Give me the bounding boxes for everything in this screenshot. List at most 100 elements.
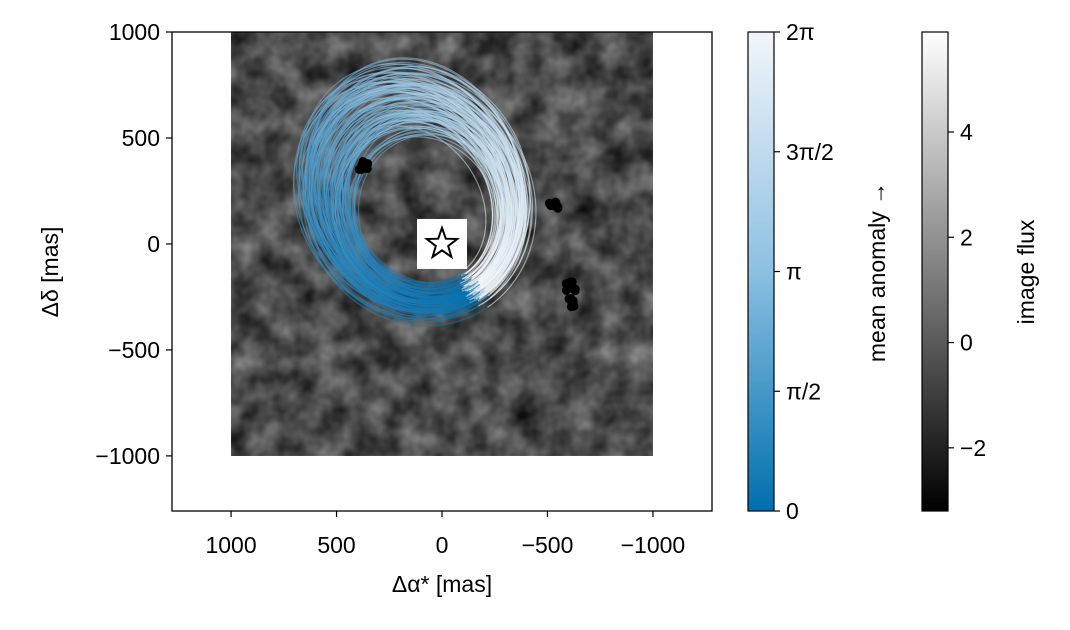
- orbit-segment: [296, 176, 299, 185]
- orbit-segment: [395, 292, 402, 296]
- orbit-segment: [487, 290, 495, 297]
- orbit-segment: [444, 312, 452, 315]
- orbit-segment: [302, 137, 307, 145]
- orbit-segment: [380, 97, 388, 101]
- orbit-segment: [376, 108, 384, 113]
- orbit-segment: [350, 193, 353, 200]
- orbit-segment: [483, 229, 486, 235]
- orbit-segment: [367, 81, 376, 85]
- orbit-segment: [336, 127, 342, 134]
- orbit-segment: [353, 173, 358, 179]
- orbit-segment: [299, 136, 304, 144]
- orbit-segment: [406, 312, 415, 315]
- orbit-segment: [475, 300, 483, 306]
- orbit-segment: [438, 317, 447, 320]
- orbit-segment: [498, 279, 504, 287]
- orbit-segment: [447, 279, 453, 282]
- orbit-segment: [342, 145, 347, 152]
- orbit-segment: [428, 89, 437, 94]
- orbit-segment: [297, 217, 301, 227]
- orbit-segment: [492, 201, 495, 208]
- orbit-segment: [440, 72, 449, 77]
- orbit-segment: [364, 67, 372, 72]
- orbit-segment: [369, 248, 375, 255]
- orbit-segment: [293, 165, 296, 174]
- orbit-segment: [504, 121, 511, 130]
- orbit-segment: [530, 192, 533, 201]
- orbit-segment: [321, 112, 327, 120]
- orbit-segment: [364, 83, 372, 87]
- orbit-segment: [392, 308, 400, 312]
- orbit-segment: [321, 254, 328, 263]
- orbit-segment: [436, 114, 444, 118]
- orbit-segment: [295, 209, 299, 219]
- orbit-segment: [368, 302, 377, 308]
- orbit-segment: [334, 93, 342, 99]
- orbit-segment: [389, 99, 396, 103]
- orbit-segment: [306, 241, 312, 250]
- orbit-segment: [322, 106, 328, 114]
- orbit-segment: [305, 181, 308, 190]
- orbit-tracks: [292, 57, 537, 327]
- orbit-segment: [437, 281, 443, 284]
- orbit-segment: [347, 116, 354, 122]
- orbit-segment: [357, 69, 365, 75]
- orbit-segment: [363, 113, 369, 119]
- orbit-segment: [293, 193, 296, 202]
- orbit-segment: [306, 214, 311, 224]
- orbit-segment: [386, 310, 395, 314]
- orbit-segment: [441, 97, 450, 102]
- orbit-segment: [346, 288, 354, 295]
- orbit-segment: [442, 280, 448, 283]
- orbit-segment: [430, 66, 439, 70]
- orbit-segment: [430, 318, 439, 321]
- orbit-segment: [325, 107, 332, 114]
- orbit-segment: [429, 134, 435, 137]
- orbit-segment: [462, 307, 470, 312]
- orbit-segment: [325, 158, 329, 166]
- orbit-segment: [330, 98, 338, 105]
- orbit-segment: [414, 313, 423, 316]
- orbit-segment: [317, 118, 322, 126]
- orbit-segment: [297, 212, 302, 221]
- orbit-segment: [313, 235, 319, 243]
- orbit-segment: [311, 124, 316, 133]
- orbit-segment: [433, 313, 442, 316]
- orbit-segment: [371, 64, 379, 69]
- orbit-segment: [522, 159, 527, 168]
- orbit-segment: [374, 97, 381, 100]
- orbit-segment: [348, 193, 351, 199]
- orbit-segment: [354, 122, 360, 128]
- orbit-segment: [421, 81, 429, 84]
- orbit-segment: [388, 92, 396, 95]
- orbit-segment: [331, 269, 338, 277]
- orbit-segment: [426, 314, 435, 317]
- orbit-segment: [422, 64, 431, 68]
- orbit-segment: [351, 212, 354, 219]
- orbit-segment: [299, 225, 304, 234]
- orbit-segment: [321, 158, 325, 166]
- orbit-segment: [493, 224, 496, 231]
- orbit-segment: [338, 87, 345, 93]
- orbit-segment: [469, 304, 477, 309]
- orbit-segment: [394, 312, 403, 316]
- orbit-segment: [305, 119, 310, 127]
- orbit-segment: [375, 306, 384, 312]
- orbit-segment: [411, 278, 417, 282]
- orbit-segment: [354, 77, 361, 82]
- orbit-segment: [453, 313, 462, 318]
- orbit-segment: [380, 93, 389, 96]
- orbit-segment: [300, 197, 304, 206]
- orbit-segment: [451, 310, 459, 314]
- orbit-segment: [455, 310, 464, 315]
- orbit-segment: [499, 175, 504, 183]
- orbit-segment: [334, 94, 341, 100]
- orbit-segment: [305, 189, 309, 198]
- plot-content: [231, 32, 653, 456]
- orbit-segment: [294, 157, 297, 166]
- orbit-segment: [445, 315, 454, 319]
- orbit-segment: [423, 136, 430, 139]
- orbit-segment: [308, 205, 312, 213]
- orbit-segment: [458, 307, 466, 312]
